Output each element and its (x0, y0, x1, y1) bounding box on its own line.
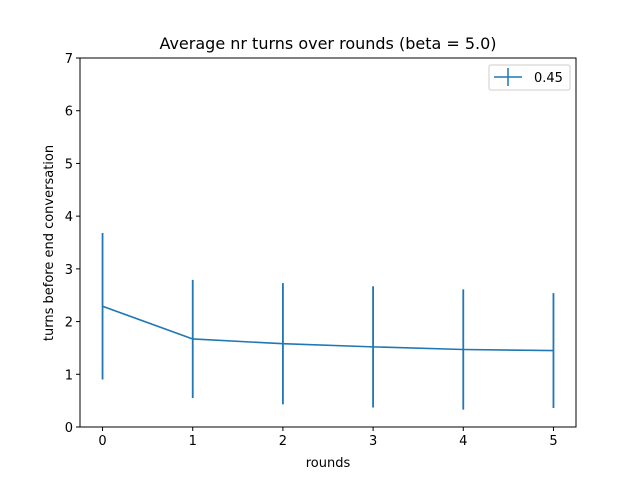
y-tick-label: 2 (65, 316, 73, 331)
x-tick-label: 1 (189, 434, 197, 449)
x-tick-label: 4 (459, 434, 467, 449)
y-axis: 0 1 2 3 4 5 6 7 (65, 52, 80, 436)
series-line (102, 305, 554, 352)
y-axis-label: turns before end conversation (42, 145, 57, 341)
y-tick-label: 7 (65, 52, 73, 67)
x-tick-label: 0 (98, 434, 106, 449)
y-tick-label: 1 (65, 368, 73, 383)
chart-title: Average nr turns over rounds (beta = 5.0… (159, 34, 496, 53)
y-tick-label: 3 (65, 263, 73, 278)
x-axis-label: rounds (306, 456, 351, 471)
legend-series-label: 0.45 (534, 71, 563, 86)
x-axis: 0 1 2 3 4 5 (98, 427, 558, 449)
y-tick-label: 6 (65, 105, 73, 120)
plot-frame (79, 57, 577, 428)
x-tick-label: 5 (549, 434, 557, 449)
y-tick-label: 0 (65, 421, 73, 436)
x-tick-label: 2 (279, 434, 287, 449)
y-tick-label: 5 (65, 157, 73, 172)
legend: 0.45 (488, 64, 571, 91)
x-tick-label: 3 (369, 434, 377, 449)
plot-area (79, 57, 577, 428)
y-tick-label: 4 (65, 210, 73, 225)
legend-box (488, 64, 571, 91)
